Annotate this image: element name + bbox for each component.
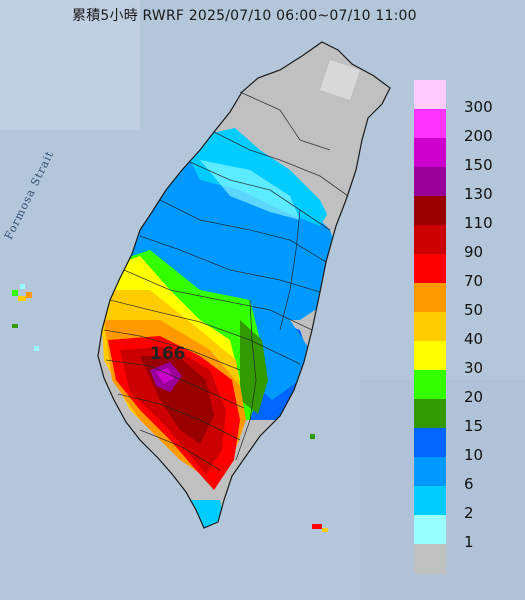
legend-tick-label: 300 [464,98,493,116]
island-outline [97,41,391,529]
legend-tick-label: 40 [464,330,484,348]
offshore-echoes [12,284,328,532]
county-boundaries [103,91,349,471]
legend-tick-label: 20 [464,388,484,406]
legend-tick-label: 70 [464,272,484,290]
legend-swatch [414,254,446,283]
legend-tick-label: 1 [464,533,474,551]
legend-tick-label: 10 [464,446,484,464]
peak-value-label: 166 [150,344,186,364]
legend-tick-label: 2 [464,504,474,522]
legend-tick-label: 90 [464,243,484,261]
legend-tick-label: 30 [464,359,484,377]
legend-swatch [414,370,446,399]
legend-tick-label: 6 [464,475,474,493]
legend-tick-label: 200 [464,127,493,145]
legend-tick-label: 15 [464,417,484,435]
legend-swatch [414,167,446,196]
legend-tick-label: 50 [464,301,484,319]
legend-swatch [414,399,446,428]
legend-swatch [414,283,446,312]
legend-swatch [414,80,446,109]
legend-swatch [414,486,446,515]
legend-swatch [414,225,446,254]
legend-swatch [414,544,446,574]
legend-swatch [414,109,446,138]
map-title: 累積5小時 RWRF 2025/07/10 06:00~07/10 11:00 [72,8,417,24]
legend-swatch [414,457,446,486]
legend-tick-label: 150 [464,156,493,174]
legend-swatch [414,428,446,457]
legend-swatch [414,515,446,544]
legend-swatch [414,138,446,167]
legend-swatch [414,341,446,370]
rainfall-legend: 300 200 150 130 110 90 70 50 40 30 20 15 10 6 2 1 [414,80,520,574]
legend-swatch [414,312,446,341]
legend-tick-label: 110 [464,214,493,232]
legend-swatch [414,196,446,225]
legend-tick-label: 130 [464,185,493,203]
